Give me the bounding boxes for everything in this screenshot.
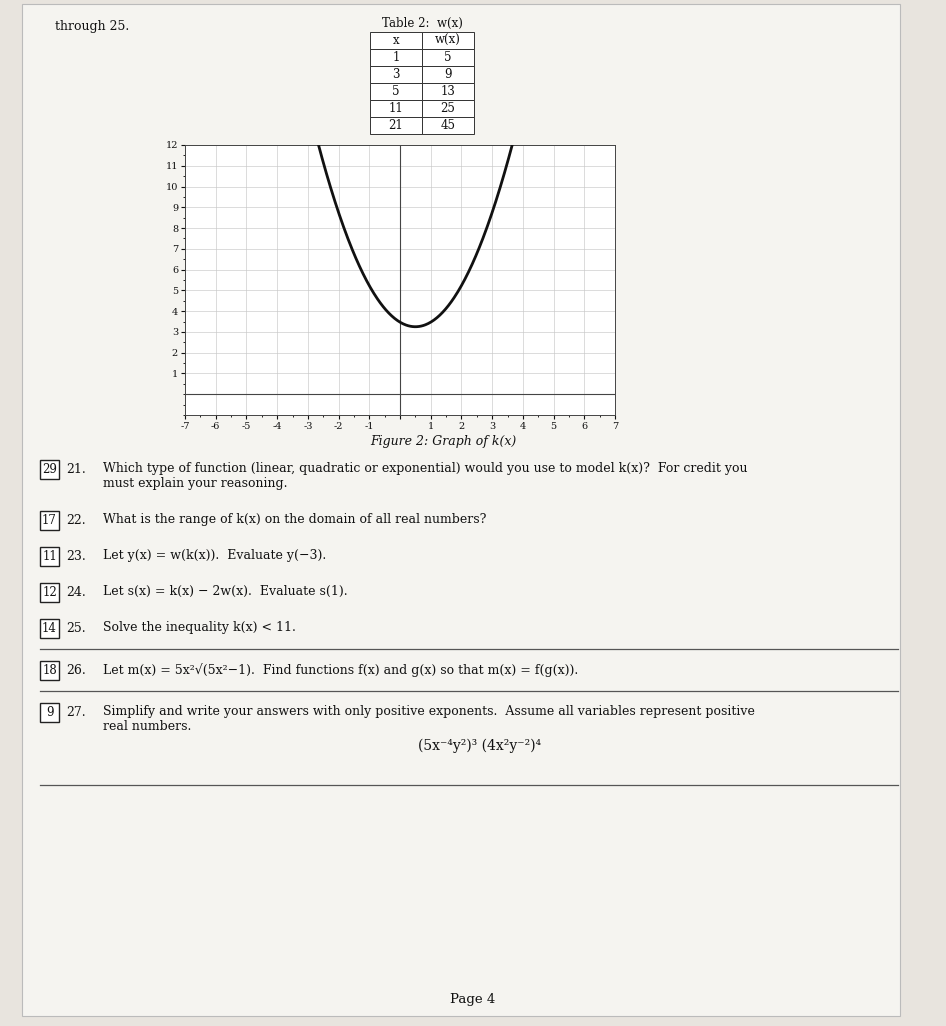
- Bar: [370, 117, 422, 134]
- Text: 11: 11: [389, 102, 403, 115]
- Bar: [422, 49, 474, 66]
- Text: x: x: [393, 34, 399, 47]
- Text: Page 4: Page 4: [450, 993, 496, 1007]
- Text: Let s(x) = k(x) − 2w(x).  Evaluate s(1).: Let s(x) = k(x) − 2w(x). Evaluate s(1).: [103, 585, 347, 598]
- Text: through 25.: through 25.: [55, 19, 130, 33]
- Text: 1: 1: [393, 51, 400, 64]
- Text: 18: 18: [43, 664, 57, 677]
- Bar: [40, 619, 59, 638]
- Text: real numbers.: real numbers.: [103, 720, 191, 733]
- Bar: [422, 83, 474, 100]
- Text: What is the range of k(x) on the domain of all real numbers?: What is the range of k(x) on the domain …: [103, 513, 486, 526]
- Text: 25: 25: [441, 102, 455, 115]
- Bar: [370, 83, 422, 100]
- Text: 21: 21: [389, 119, 403, 132]
- Text: 13: 13: [441, 85, 455, 98]
- Text: Figure 2: Graph of k(x): Figure 2: Graph of k(x): [370, 435, 517, 448]
- Text: Solve the inequality k(x) < 11.: Solve the inequality k(x) < 11.: [103, 621, 296, 634]
- Text: 9: 9: [45, 706, 53, 719]
- Bar: [370, 49, 422, 66]
- Text: 21.: 21.: [66, 463, 86, 476]
- Text: 24.: 24.: [66, 586, 86, 599]
- Text: 22.: 22.: [66, 514, 86, 527]
- Text: 25.: 25.: [66, 622, 86, 635]
- Text: must explain your reasoning.: must explain your reasoning.: [103, 477, 288, 490]
- Text: Simplify and write your answers with only positive exponents.  Assume all variab: Simplify and write your answers with onl…: [103, 705, 755, 718]
- Bar: [40, 460, 59, 479]
- Text: 3: 3: [393, 68, 400, 81]
- Text: (5x⁻⁴y²)³ (4x²y⁻²)⁴: (5x⁻⁴y²)³ (4x²y⁻²)⁴: [418, 739, 541, 753]
- Text: 26.: 26.: [66, 664, 86, 677]
- Text: Let y(x) = w(k(x)).  Evaluate y(−3).: Let y(x) = w(k(x)). Evaluate y(−3).: [103, 549, 326, 562]
- Bar: [422, 100, 474, 117]
- Bar: [370, 32, 422, 49]
- Text: 23.: 23.: [66, 550, 86, 563]
- Text: 29: 29: [42, 463, 57, 476]
- Text: Table 2:  w(x): Table 2: w(x): [381, 17, 463, 30]
- Text: 12: 12: [43, 586, 57, 599]
- Bar: [422, 66, 474, 83]
- Bar: [40, 547, 59, 566]
- Bar: [370, 66, 422, 83]
- Bar: [40, 703, 59, 722]
- Text: 5: 5: [393, 85, 400, 98]
- Text: Which type of function (linear, quadratic or exponential) would you use to model: Which type of function (linear, quadrati…: [103, 462, 747, 475]
- Text: 17: 17: [42, 514, 57, 527]
- Text: 27.: 27.: [66, 706, 86, 719]
- Text: 14: 14: [42, 622, 57, 635]
- Text: w(x): w(x): [435, 34, 461, 47]
- Text: Let m(x) = 5x²√(5x²−1).  Find functions f(x) and g(x) so that m(x) = f(g(x)).: Let m(x) = 5x²√(5x²−1). Find functions f…: [103, 663, 578, 677]
- FancyBboxPatch shape: [22, 4, 900, 1016]
- Bar: [40, 661, 59, 680]
- Bar: [40, 511, 59, 530]
- Bar: [370, 100, 422, 117]
- Bar: [40, 583, 59, 602]
- Bar: [422, 117, 474, 134]
- Bar: [422, 32, 474, 49]
- Text: 9: 9: [445, 68, 452, 81]
- Text: 45: 45: [441, 119, 456, 132]
- Text: 5: 5: [445, 51, 452, 64]
- Text: 11: 11: [43, 550, 57, 563]
